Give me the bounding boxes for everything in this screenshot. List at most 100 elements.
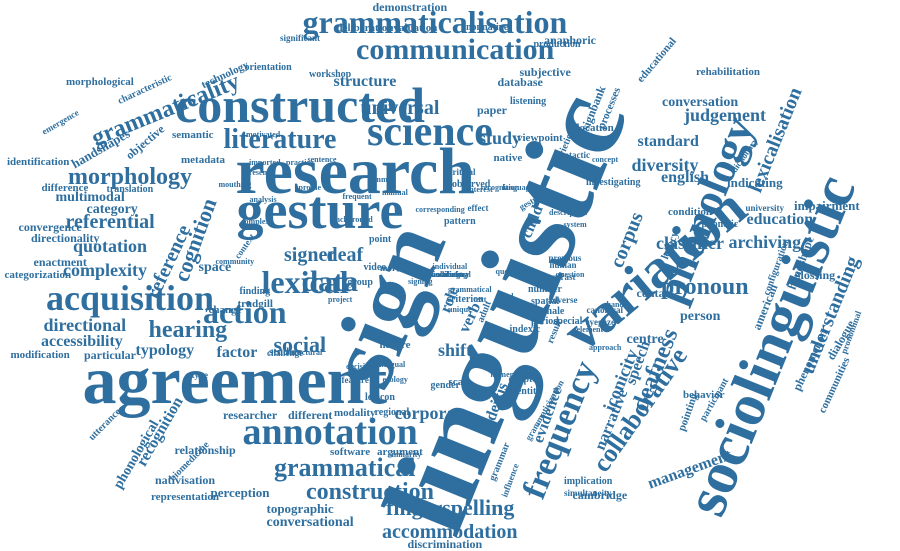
- cloud-word: indicating: [727, 174, 783, 190]
- cloud-word: canonical: [586, 304, 624, 315]
- cloud-word: complexity: [63, 260, 147, 280]
- cloud-word: location: [576, 121, 614, 134]
- cloud-word: hearing: [148, 317, 228, 343]
- cloud-word: variable: [396, 265, 424, 274]
- cloud-word: data: [301, 265, 359, 298]
- cloud-word: contact: [636, 286, 674, 300]
- cloud-word: point: [369, 234, 392, 245]
- cloud-word: eyegaze: [585, 316, 615, 327]
- cloud-word: human: [549, 259, 577, 270]
- cloud-word: corpora: [394, 403, 456, 423]
- cloud-word: language: [502, 183, 534, 192]
- cloud-word: female: [536, 306, 565, 317]
- cloud-word: structure: [333, 73, 397, 90]
- cloud-word: lemma: [368, 175, 392, 184]
- cloud-word: ecology: [382, 375, 408, 384]
- cloud-word: conversation: [662, 95, 739, 110]
- cloud-word: nonnative: [466, 22, 509, 33]
- cloud-word: orientation: [244, 62, 292, 73]
- cloud-word: directional: [43, 315, 127, 335]
- cloud-word: identification: [7, 155, 70, 168]
- cloud-word: cambridge: [572, 488, 628, 502]
- cloud-word: morphology: [68, 164, 193, 190]
- cloud-word: previous: [548, 252, 582, 263]
- cloud-word: signing: [408, 277, 433, 286]
- cloud-word: lexical: [261, 264, 349, 300]
- cloud-word: viewpoint: [517, 131, 563, 144]
- cloud-word: type: [191, 369, 209, 380]
- cloud-word: imported: [249, 158, 281, 167]
- cloud-word: subjective: [519, 65, 571, 79]
- cloud-word: project: [328, 295, 353, 304]
- cloud-word: nativisation: [155, 473, 216, 487]
- cloud-word: regional: [374, 407, 410, 418]
- cloud-word: practice: [286, 158, 314, 167]
- cloud-word: multimodal: [55, 190, 125, 205]
- cloud-word: referential: [65, 211, 155, 233]
- cloud-word: diversity: [631, 155, 699, 175]
- cloud-word: pattern: [444, 216, 476, 227]
- cloud-word: manual: [382, 188, 408, 197]
- cloud-word: agreement: [82, 342, 388, 418]
- cloud-word: change: [208, 303, 242, 316]
- cloud-word: science: [367, 109, 493, 155]
- cloud-word: video: [363, 262, 387, 273]
- cloud-word: constructed: [175, 77, 425, 133]
- cloud-word: representation: [151, 490, 220, 503]
- cloud-word: description: [549, 208, 588, 217]
- cloud-word: archiving: [728, 232, 802, 252]
- cloud-word: element: [576, 325, 604, 334]
- cloud-word: university: [745, 202, 785, 213]
- cloud-word: convergence: [18, 220, 82, 234]
- cloud-word: effect: [467, 202, 489, 213]
- cloud-word: construction: [306, 479, 434, 505]
- cloud-word: adverse: [548, 294, 578, 305]
- cloud-word: sentence: [307, 155, 337, 164]
- cloud-word: trudgill: [237, 297, 273, 310]
- cloud-word: translation: [106, 184, 154, 195]
- cloud-word: emergence: [39, 106, 80, 137]
- cloud-word: metadata: [181, 153, 225, 166]
- cloud-word: group: [347, 277, 373, 288]
- cloud-word: structural: [288, 348, 323, 357]
- cloud-word: recognition: [480, 183, 520, 192]
- cloud-word: morphological: [66, 75, 134, 88]
- cloud-word: glossing: [794, 268, 836, 282]
- cloud-word: research: [235, 135, 475, 208]
- cloud-word: contrast: [544, 271, 576, 282]
- cloud-word: paper: [477, 103, 507, 117]
- cloud-word: modality: [334, 406, 376, 419]
- cloud-word: researcher: [223, 408, 278, 422]
- cloud-word: modification: [10, 348, 70, 361]
- cloud-word: listening: [510, 96, 547, 107]
- cloud-word: factor: [216, 344, 258, 361]
- cloud-word: system: [563, 220, 587, 229]
- cloud-word: native: [493, 151, 523, 164]
- cloud-word: classifier: [656, 233, 724, 253]
- cloud-word: syntactic: [556, 149, 590, 160]
- cloud-word: fingerspelling: [386, 495, 515, 520]
- cloud-word: demonstration: [372, 0, 448, 14]
- cloud-word: accommodation: [382, 521, 518, 543]
- cloud-word: gender: [430, 380, 460, 391]
- cloud-word: unique: [448, 305, 472, 314]
- cloud-word: grammaticalisation: [302, 4, 568, 40]
- cloud-word: frequent: [342, 192, 372, 201]
- cloud-word: rehabilitation: [696, 65, 760, 78]
- cloud-word: complex: [241, 217, 270, 226]
- cloud-word: workshop: [309, 69, 352, 80]
- cloud-word: bilingual: [375, 360, 406, 369]
- cloud-word: anaphoric: [544, 33, 597, 47]
- cloud-word: significant: [280, 32, 321, 43]
- cloud-word: deliberation: [336, 21, 394, 34]
- cloud-word: relationship: [174, 443, 236, 457]
- cloud-word: community: [215, 257, 255, 266]
- cloud-word: action: [203, 294, 287, 330]
- cloud-word: similarity: [388, 450, 422, 459]
- cloud-word: difference: [41, 181, 89, 194]
- cloud-word: criterion: [446, 294, 484, 305]
- cloud-word: directionality: [31, 231, 100, 245]
- cloud-word: enactment: [33, 255, 87, 269]
- cloud-word: individual: [432, 262, 468, 271]
